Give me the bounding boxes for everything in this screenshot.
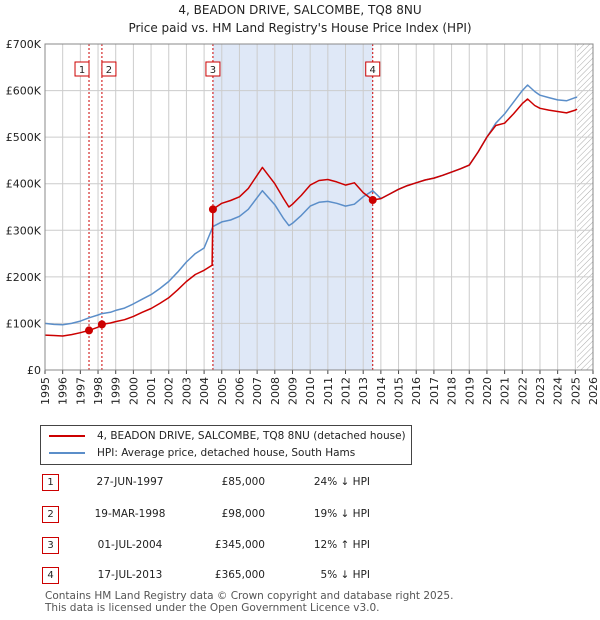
chart-subtitle: Price paid vs. HM Land Registry's House …	[128, 21, 472, 35]
sale-number-box	[101, 61, 117, 77]
x-tick-label: 1996	[57, 377, 70, 405]
x-tick-label: 2009	[286, 377, 299, 405]
chart-title: 4, BEADON DRIVE, SALCOMBE, TQ8 8NU	[178, 3, 422, 17]
legend-hpi-swatch	[49, 452, 85, 454]
y-tick-label: £200K	[6, 271, 42, 284]
transaction-row: 1 27-JUN-1997 £85,000 24% ↓ HPI	[0, 474, 600, 494]
y-tick-label: £300K	[6, 224, 42, 237]
sale-number-label: 1	[79, 65, 85, 76]
transaction-date: 01-JUL-2004	[97, 539, 163, 551]
x-tick-label: 2001	[145, 377, 158, 405]
x-tick-label: 2013	[357, 377, 370, 405]
x-tick-label: 2014	[375, 377, 388, 405]
x-tick-label: 2017	[428, 377, 441, 405]
transaction-price: £365,000	[214, 569, 265, 581]
sale-point	[368, 196, 377, 205]
projection-hatch	[577, 44, 593, 370]
x-tick-label: 2006	[233, 377, 246, 405]
transaction-row: 4 17-JUL-2013 £365,000 5% ↓ HPI	[0, 567, 600, 587]
x-tick-label: 2003	[180, 377, 193, 405]
transaction-price: £98,000	[221, 508, 265, 520]
x-tick-label: 2015	[393, 377, 406, 405]
x-tick-label: 1995	[39, 377, 52, 405]
y-tick-label: £0	[27, 364, 41, 377]
legend-property-swatch	[49, 435, 85, 437]
x-tick-label: 2026	[587, 377, 600, 405]
transaction-date: 19-MAR-1998	[94, 508, 166, 520]
sale-number-label: 3	[210, 65, 216, 76]
transaction-number: 4	[42, 567, 59, 584]
x-tick-label: 1999	[110, 377, 123, 405]
plot-frame	[44, 43, 594, 371]
x-tick-label: 2012	[340, 377, 353, 405]
x-tick-label: 2007	[251, 377, 264, 405]
transaction-hpi-diff: 24% ↓ HPI	[313, 476, 370, 488]
x-tick-label: 1998	[92, 377, 105, 405]
hpi-line	[44, 84, 578, 326]
legend-hpi-label: HPI: Average price, detached house, Sout…	[97, 447, 356, 459]
x-tick-label: 2018	[446, 377, 459, 405]
transaction-price: £345,000	[214, 539, 265, 551]
sale-number-box	[74, 61, 90, 77]
x-tick-label: 2016	[410, 377, 423, 405]
y-tick-label: £700K	[6, 38, 42, 51]
x-tick-label: 2025	[569, 377, 582, 405]
chart-legend: 4, BEADON DRIVE, SALCOMBE, TQ8 8NU (deta…	[40, 425, 412, 465]
y-tick-label: £400K	[6, 178, 42, 191]
sale-number-label: 4	[370, 65, 376, 76]
sale-point	[208, 205, 217, 214]
transaction-date: 27-JUN-1997	[96, 476, 164, 488]
x-tick-label: 2008	[269, 377, 282, 405]
x-tick-label: 2022	[516, 377, 529, 405]
x-tick-label: 1997	[74, 377, 87, 405]
transaction-date: 17-JUL-2013	[97, 569, 163, 581]
x-tick-label: 2000	[127, 377, 140, 405]
y-tick-label: £500K	[6, 131, 42, 144]
transaction-hpi-diff: 12% ↑ HPI	[313, 539, 370, 551]
transaction-hpi-diff: 5% ↓ HPI	[320, 569, 370, 581]
property-line	[44, 98, 578, 337]
transaction-row: 3 01-JUL-2004 £345,000 12% ↑ HPI	[0, 537, 600, 557]
transaction-price: £85,000	[221, 476, 265, 488]
x-tick-label: 2002	[163, 377, 176, 405]
sale-number-box	[205, 61, 221, 77]
sale-point	[85, 326, 94, 335]
x-tick-label: 2021	[499, 377, 512, 405]
x-tick-label: 2019	[463, 377, 476, 405]
transaction-row: 2 19-MAR-1998 £98,000 19% ↓ HPI	[0, 506, 600, 526]
sale-point	[97, 320, 106, 329]
y-tick-label: £600K	[6, 85, 42, 98]
footer-copyright: Contains HM Land Registry data © Crown c…	[45, 590, 454, 602]
x-tick-label: 2010	[304, 377, 317, 405]
sale-number-label: 2	[106, 65, 112, 76]
price-chart: £0 £100K £200K £300K £400K £500K £600K £700K 199…	[6, 38, 600, 405]
transaction-number: 2	[42, 506, 59, 523]
y-tick-label: £100K	[6, 317, 42, 330]
legend-property-label: 4, BEADON DRIVE, SALCOMBE, TQ8 8NU (deta…	[97, 430, 406, 442]
footer-licence: This data is licensed under the Open Gov…	[45, 602, 380, 614]
x-tick-label: 2005	[216, 377, 229, 405]
transaction-hpi-diff: 19% ↓ HPI	[313, 508, 370, 520]
x-tick-label: 2004	[198, 377, 211, 405]
x-tick-label: 2011	[322, 377, 335, 405]
sale-number-box	[365, 61, 381, 77]
x-tick-label: 2023	[534, 377, 547, 405]
x-tick-label: 2024	[552, 377, 565, 405]
x-tick-label: 2020	[481, 377, 494, 405]
transaction-number: 3	[42, 537, 59, 554]
transaction-number: 1	[42, 474, 59, 491]
